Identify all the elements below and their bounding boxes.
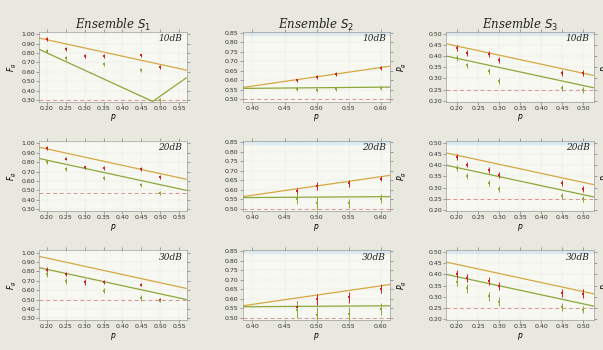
Text: 30dB: 30dB — [362, 253, 386, 262]
Bar — [243, 141, 390, 144]
Text: 20dB: 20dB — [566, 144, 590, 153]
Y-axis label: $P_g$: $P_g$ — [599, 171, 603, 181]
Y-axis label: $P_g$: $P_g$ — [396, 171, 409, 181]
Y-axis label: $P_g$: $P_g$ — [396, 280, 409, 290]
X-axis label: $p$: $p$ — [314, 112, 320, 124]
Text: 10dB: 10dB — [566, 34, 590, 43]
Title: Ensemble $S_1$: Ensemble $S_1$ — [75, 17, 151, 33]
X-axis label: $p$: $p$ — [110, 331, 116, 342]
Y-axis label: $F_g$: $F_g$ — [5, 280, 19, 290]
X-axis label: $p$: $p$ — [110, 112, 116, 124]
Text: 10dB: 10dB — [362, 34, 386, 43]
Y-axis label: $P_g$: $P_g$ — [396, 62, 409, 72]
Y-axis label: $F_g$: $F_g$ — [5, 62, 19, 71]
Title: Ensemble $S_2$: Ensemble $S_2$ — [279, 17, 355, 33]
X-axis label: $p$: $p$ — [517, 222, 523, 233]
Bar — [446, 250, 594, 253]
Text: 20dB: 20dB — [362, 144, 386, 153]
Text: 10dB: 10dB — [159, 34, 182, 43]
Y-axis label: $F_g$: $F_g$ — [5, 171, 19, 181]
Text: 30dB: 30dB — [566, 253, 590, 262]
Bar — [446, 32, 594, 35]
X-axis label: $p$: $p$ — [314, 331, 320, 342]
Text: 20dB: 20dB — [159, 144, 182, 153]
X-axis label: $p$: $p$ — [517, 112, 523, 124]
X-axis label: $p$: $p$ — [110, 222, 116, 233]
Bar — [446, 141, 594, 144]
X-axis label: $p$: $p$ — [517, 331, 523, 342]
Y-axis label: $P_g$: $P_g$ — [599, 280, 603, 290]
X-axis label: $p$: $p$ — [314, 222, 320, 233]
Bar — [243, 32, 390, 35]
Text: 30dB: 30dB — [159, 253, 182, 262]
Title: Ensemble $S_3$: Ensemble $S_3$ — [482, 17, 558, 33]
Bar — [243, 250, 390, 253]
Y-axis label: $P_g$: $P_g$ — [599, 62, 603, 72]
